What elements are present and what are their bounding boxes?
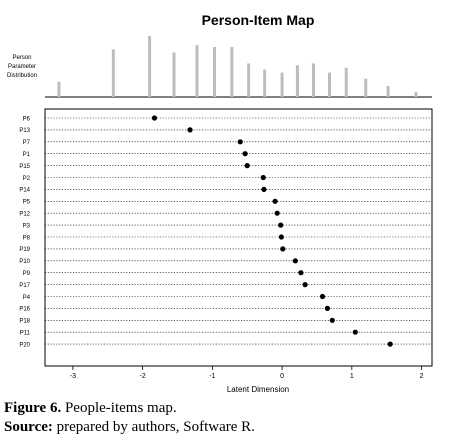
item-label: P11 <box>20 331 31 337</box>
distribution-bar <box>230 46 234 97</box>
distribution-bar <box>386 86 390 97</box>
x-axis: -3 -2 -1 0 1 2 <box>70 366 424 380</box>
item-label: P17 <box>19 283 30 289</box>
histogram-label-line: Distribution <box>7 73 37 79</box>
item-label: P8 <box>23 235 31 241</box>
distribution-bar <box>364 78 368 97</box>
figure-caption: Figure 6. People-items map. <box>4 400 177 417</box>
item-point <box>261 186 267 192</box>
item-point <box>329 317 335 323</box>
item-point <box>278 222 284 228</box>
item-point <box>244 163 250 169</box>
source-text: prepared by authors, Software R. <box>52 419 255 435</box>
distribution-bar <box>311 63 315 97</box>
item-point <box>302 282 308 288</box>
item-label: P15 <box>19 164 30 170</box>
histogram-label-line: Parameter <box>8 64 36 70</box>
chart-title: Person-Item Map <box>202 12 315 28</box>
item-label: P19 <box>19 247 30 253</box>
item-label: P13 <box>19 128 30 134</box>
distribution-bar <box>172 52 176 97</box>
item-point <box>242 151 248 157</box>
distribution-bar <box>247 63 251 97</box>
item-point <box>272 198 278 204</box>
x-axis-label: Latent Dimension <box>227 385 289 394</box>
distribution-bar <box>327 72 331 97</box>
item-label: P4 <box>23 295 31 301</box>
x-tick-label: -3 <box>70 373 76 380</box>
item-label: P12 <box>19 212 30 218</box>
x-tick-label: -1 <box>209 373 215 380</box>
x-tick-label: 0 <box>280 373 284 380</box>
histogram-label: Person Parameter Distribution <box>7 55 37 79</box>
item-label: P20 <box>19 342 30 348</box>
figure-text: People-items map. <box>61 400 177 416</box>
item-label: P6 <box>23 116 31 122</box>
x-tick-label: -2 <box>140 373 146 380</box>
item-point <box>387 341 393 347</box>
item-rows: P6 P13 P7 P1 P15 P2 P14 P5 P12 P3 P8 P19 P10 P9 P17 P4 P… <box>19 115 432 348</box>
item-point <box>324 305 331 311</box>
source-caption: Source: prepared by authors, Software R. <box>4 419 255 436</box>
distribution-bar <box>344 67 348 97</box>
item-label: P3 <box>23 223 31 229</box>
distribution-bar <box>195 45 199 97</box>
item-point <box>237 139 243 145</box>
item-label: P18 <box>19 319 30 325</box>
source-label: Source: <box>4 419 53 435</box>
item-point <box>260 174 266 181</box>
figure-label: Figure 6. <box>4 400 62 416</box>
item-label: P7 <box>23 140 31 146</box>
item-point <box>187 127 193 133</box>
item-point <box>298 270 304 276</box>
x-tick-label: 2 <box>420 373 424 380</box>
item-label: P10 <box>19 259 30 265</box>
distribution-bar <box>280 72 284 97</box>
distribution-bar <box>212 46 216 97</box>
distribution-bar <box>263 69 267 97</box>
item-point <box>274 210 280 216</box>
item-label: P9 <box>23 271 31 277</box>
item-label: P16 <box>19 307 30 313</box>
item-point <box>352 329 358 335</box>
x-tick-label: 1 <box>350 373 354 380</box>
distribution-bar <box>295 65 299 97</box>
person-distribution-bars <box>57 36 418 97</box>
histogram-label-line: Person <box>12 55 31 61</box>
item-point <box>292 258 298 264</box>
item-point <box>278 234 284 240</box>
distribution-bar <box>148 36 152 97</box>
distribution-bar <box>414 92 418 97</box>
item-label: P1 <box>23 152 31 158</box>
distribution-bar <box>57 81 61 97</box>
item-point <box>280 246 286 252</box>
distribution-bar <box>111 49 115 97</box>
item-label: P5 <box>23 200 31 206</box>
plot-frame <box>44 108 433 367</box>
item-label: P14 <box>19 188 30 194</box>
item-point <box>319 293 326 300</box>
item-label: P2 <box>23 176 31 182</box>
item-point <box>151 115 158 121</box>
